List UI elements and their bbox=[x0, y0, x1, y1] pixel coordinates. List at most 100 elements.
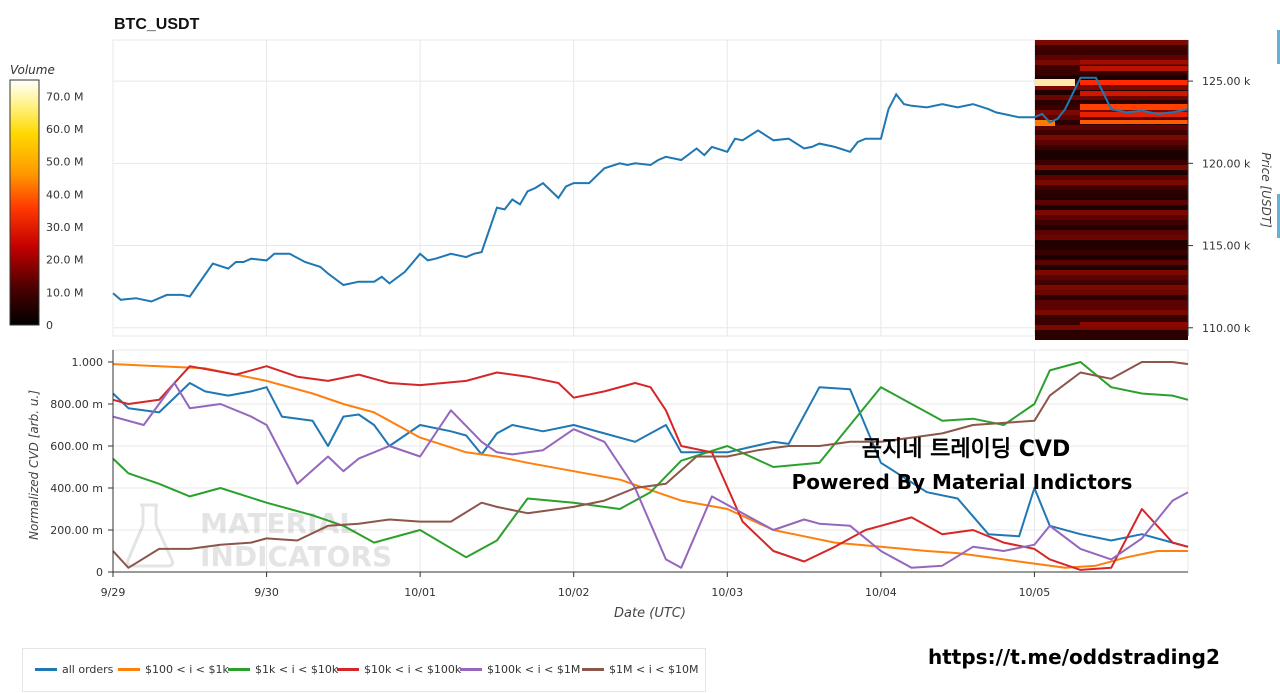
heatmap-band bbox=[1035, 55, 1188, 60]
heatmap-band bbox=[1035, 155, 1188, 160]
legend-swatch bbox=[337, 667, 359, 671]
cvd-tick-label: 200.00 m bbox=[50, 524, 103, 537]
heatmap-band bbox=[1035, 40, 1188, 45]
heatmap-band bbox=[1035, 280, 1188, 285]
cvd-tick-label: 600.00 m bbox=[50, 440, 103, 453]
x-tick-label: 9/29 bbox=[101, 586, 126, 599]
heatmap-band bbox=[1035, 260, 1188, 265]
heatmap-hot-band bbox=[1080, 66, 1188, 71]
heatmap-band bbox=[1035, 215, 1188, 220]
heatmap-band bbox=[1035, 315, 1188, 320]
heatmap-band bbox=[1035, 270, 1188, 275]
cvd-tick-label: 400.00 m bbox=[50, 482, 103, 495]
heatmap-band bbox=[1035, 85, 1188, 90]
colorbar-tick-label: 60.0 M bbox=[46, 123, 83, 136]
heatmap-band bbox=[1035, 235, 1188, 240]
x-tick-label: 10/02 bbox=[558, 586, 590, 599]
legend-swatch bbox=[228, 667, 250, 671]
colorbar-tick-label: 30.0 M bbox=[46, 221, 83, 234]
volume-heatmap bbox=[1035, 40, 1188, 340]
heatmap-band bbox=[1035, 160, 1188, 165]
heatmap-band bbox=[1035, 115, 1188, 120]
price-plot-area bbox=[112, 39, 1189, 337]
legend-label: all orders bbox=[62, 663, 114, 676]
cvd-panel: MATERIAL INDICATORS 1.000 800.00 m 600.00 … bbox=[27, 349, 1189, 621]
cvd-tick-label: 0 bbox=[96, 566, 103, 579]
heatmap-band bbox=[1035, 205, 1188, 210]
heatmap-band bbox=[1035, 295, 1188, 300]
overlay-title: 곰지네 트레이딩 CVD bbox=[862, 437, 1070, 462]
x-tick-label: 10/03 bbox=[711, 586, 743, 599]
x-tick-label: 10/04 bbox=[865, 586, 897, 599]
heatmap-band bbox=[1035, 45, 1188, 50]
legend-item-all-orders[interactable]: all orders bbox=[35, 663, 113, 676]
chart-title: BTC_USDT bbox=[114, 16, 200, 33]
legend-item-10k-100k[interactable]: $10k < i < $100k bbox=[337, 663, 461, 676]
heatmap-band bbox=[1035, 265, 1188, 270]
heatmap-band bbox=[1035, 255, 1188, 260]
legend-item-1k-10k[interactable]: $1k < i < $10k bbox=[228, 663, 338, 676]
legend-label: $1k < i < $10k bbox=[255, 663, 339, 676]
heatmap-band bbox=[1035, 210, 1188, 215]
heatmap-band bbox=[1035, 300, 1188, 305]
heatmap-band bbox=[1035, 310, 1188, 315]
overlay-subtitle: Powered By Material Indictors bbox=[792, 470, 1133, 494]
legend-swatch bbox=[118, 667, 140, 671]
heatmap-band bbox=[1035, 135, 1188, 140]
legend-swatch bbox=[35, 667, 57, 671]
colorbar-tick-label: 40.0 M bbox=[46, 188, 83, 201]
heatmap-band bbox=[1035, 330, 1188, 335]
x-tick-label: 10/01 bbox=[404, 586, 436, 599]
heatmap-band bbox=[1035, 240, 1188, 245]
legend-label: $10k < i < $100k bbox=[364, 663, 462, 676]
x-tick-label: 9/30 bbox=[254, 586, 279, 599]
heatmap-band bbox=[1035, 130, 1188, 135]
heatmap-band bbox=[1035, 140, 1188, 145]
heatmap-peak bbox=[1035, 79, 1075, 86]
heatmap-band bbox=[1035, 100, 1188, 105]
flask-icon bbox=[126, 503, 174, 568]
heatmap-band bbox=[1035, 290, 1188, 295]
price-panel: 125.00 k 120.00 k 115.00 k 110.00 k Price [… bbox=[112, 39, 1273, 340]
heatmap-band bbox=[1035, 175, 1188, 180]
price-axis-label: Price [USDT] bbox=[1259, 152, 1273, 228]
side-scroll-marker-top[interactable] bbox=[1277, 30, 1280, 64]
volume-colorbar: Volume 70.0 M 60.0 M 50.0 M 40.0 M 30.0 M 20.… bbox=[9, 63, 83, 332]
heatmap-band bbox=[1035, 185, 1188, 190]
heatmap-band bbox=[1035, 285, 1188, 290]
legend-label: $100k < i < $1M bbox=[487, 663, 581, 676]
colorbar-tick-label: 0 bbox=[46, 319, 53, 332]
colorbar-tick-label: 50.0 M bbox=[46, 156, 83, 169]
heatmap-band bbox=[1035, 230, 1188, 235]
cvd-line-s100 bbox=[112, 363, 1188, 569]
cvd-line-s1m bbox=[112, 361, 1189, 569]
legend-label: $100 < i < $1k bbox=[145, 663, 229, 676]
watermark: MATERIAL INDICATORS bbox=[126, 503, 392, 573]
legend-item-100-1k[interactable]: $100 < i < $1k bbox=[118, 663, 229, 676]
heatmap-band bbox=[1035, 95, 1188, 100]
heatmap-band bbox=[1035, 200, 1188, 205]
heatmap-hot-band bbox=[1080, 120, 1188, 124]
legend: all orders $100 < i < $1k $1k < i < $10k… bbox=[22, 648, 706, 692]
heatmap-band bbox=[1035, 190, 1188, 195]
price-tick-label: 115.00 k bbox=[1202, 240, 1251, 253]
heatmap-hot-band bbox=[1080, 322, 1188, 327]
cvd-axis-label: Normalized CVD [arb. u.] bbox=[27, 390, 41, 540]
telegram-link[interactable]: https://t.me/oddstrading2 bbox=[928, 645, 1220, 669]
heatmap-hot-band bbox=[1035, 120, 1055, 126]
heatmap-band bbox=[1035, 275, 1188, 280]
colorbar-tick-label: 20.0 M bbox=[46, 254, 83, 267]
heatmap-band bbox=[1035, 165, 1188, 170]
heatmap-hot-band bbox=[1080, 91, 1188, 96]
legend-item-100k-1m[interactable]: $100k < i < $1M bbox=[460, 663, 580, 676]
heatmap-band bbox=[1035, 335, 1188, 340]
x-axis-label: Date (UTC) bbox=[614, 606, 686, 621]
legend-swatch bbox=[582, 667, 604, 671]
watermark-line1: MATERIAL bbox=[200, 507, 357, 540]
heatmap-band bbox=[1035, 75, 1188, 80]
heatmap-hot-band bbox=[1080, 80, 1188, 85]
colorbar-gradient bbox=[9, 79, 40, 326]
legend-item-1m-10m[interactable]: $1M < i < $10M bbox=[582, 663, 698, 676]
heatmap-band bbox=[1035, 170, 1188, 175]
side-scroll-marker-mid[interactable] bbox=[1277, 194, 1280, 238]
